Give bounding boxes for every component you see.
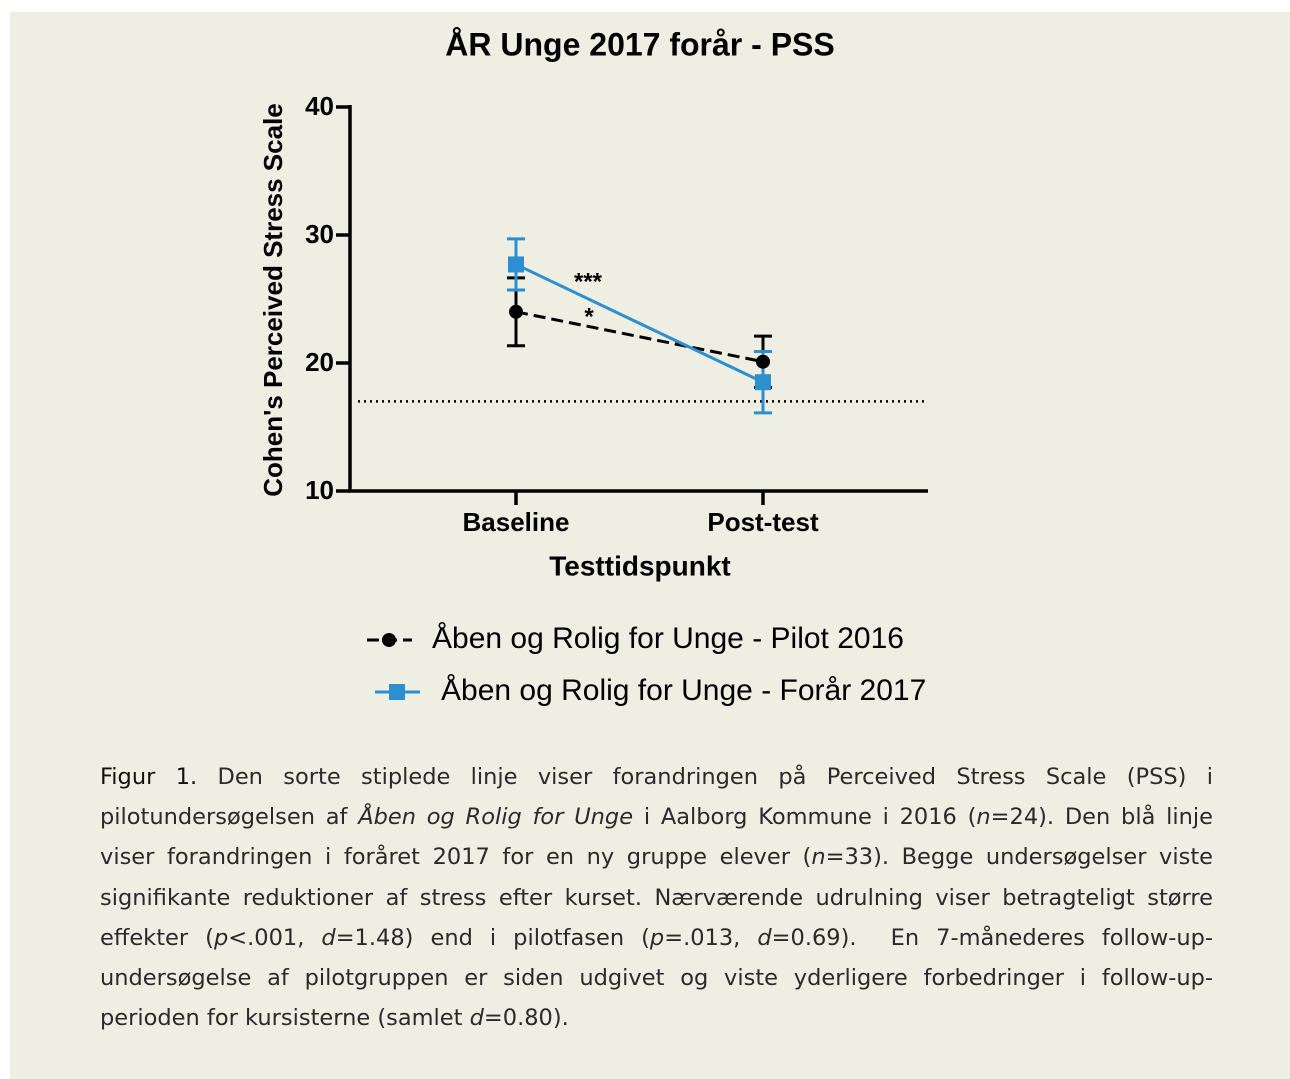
caption-italic: n bbox=[811, 844, 826, 871]
y-tick-label: 40 bbox=[305, 91, 334, 121]
legend-label: Åben og Rolig for Unge - Forår 2017 bbox=[441, 674, 926, 707]
series-line bbox=[515, 310, 764, 364]
chart-title: ÅR Unge 2017 forår - PSS bbox=[445, 26, 834, 62]
panel bbox=[10, 12, 1290, 1079]
y-axis-label: Cohen's Perceived Stress Scale bbox=[258, 103, 288, 497]
caption-text: =.013, bbox=[664, 924, 758, 951]
legend-marker bbox=[382, 633, 396, 647]
chart: ÅR Unge 2017 forår - PSS Cohen's Perceiv… bbox=[258, 26, 928, 707]
caption-italic: d bbox=[321, 924, 336, 951]
caption-text: <.001, bbox=[228, 924, 322, 951]
caption-text: =33). Begge undersøgelser viste signifik… bbox=[100, 844, 1221, 951]
marker bbox=[508, 256, 524, 273]
caption: Figur 1. Den sorte stiplede linje viser … bbox=[100, 757, 1213, 1038]
caption-italic: d bbox=[757, 924, 772, 951]
caption-text: =1.48) end i pilotfasen ( bbox=[335, 924, 650, 951]
caption-italic: p bbox=[213, 924, 229, 951]
x-axis-label: Testtidspunkt bbox=[549, 550, 730, 581]
caption-text: =0.80). bbox=[483, 1005, 569, 1032]
series-line bbox=[515, 263, 764, 384]
caption-text: =0.69). En 7-månederes follow-up-undersø… bbox=[100, 924, 1214, 1032]
legend-label: Åben og Rolig for Unge - Pilot 2016 bbox=[432, 622, 904, 655]
caption-italic: d bbox=[469, 1005, 484, 1032]
y-tick-label: 10 bbox=[305, 475, 334, 505]
x-tick-label: Baseline bbox=[463, 507, 570, 537]
marker bbox=[755, 374, 771, 391]
caption-italic: p bbox=[649, 924, 665, 951]
caption-italic: Åben og Rolig for Unge bbox=[358, 804, 634, 831]
caption-text: i Aalborg Kommune i 2016 ( bbox=[633, 804, 977, 831]
caption-text: =24). Den blå linje viser forandringen i… bbox=[100, 804, 1221, 871]
caption-text: Den sorte stiplede linje viser forandrin… bbox=[100, 764, 1221, 831]
y-tick-label: 20 bbox=[305, 347, 334, 377]
caption-label: Figur 1. bbox=[100, 764, 198, 790]
marker bbox=[756, 354, 770, 369]
legend-marker bbox=[389, 684, 405, 700]
caption-italic: n bbox=[976, 804, 991, 831]
x-tick-label: Post-test bbox=[707, 507, 819, 537]
y-tick-label: 30 bbox=[305, 219, 334, 249]
annotation: * bbox=[584, 303, 594, 330]
marker bbox=[509, 304, 523, 319]
annotation: *** bbox=[574, 268, 603, 295]
